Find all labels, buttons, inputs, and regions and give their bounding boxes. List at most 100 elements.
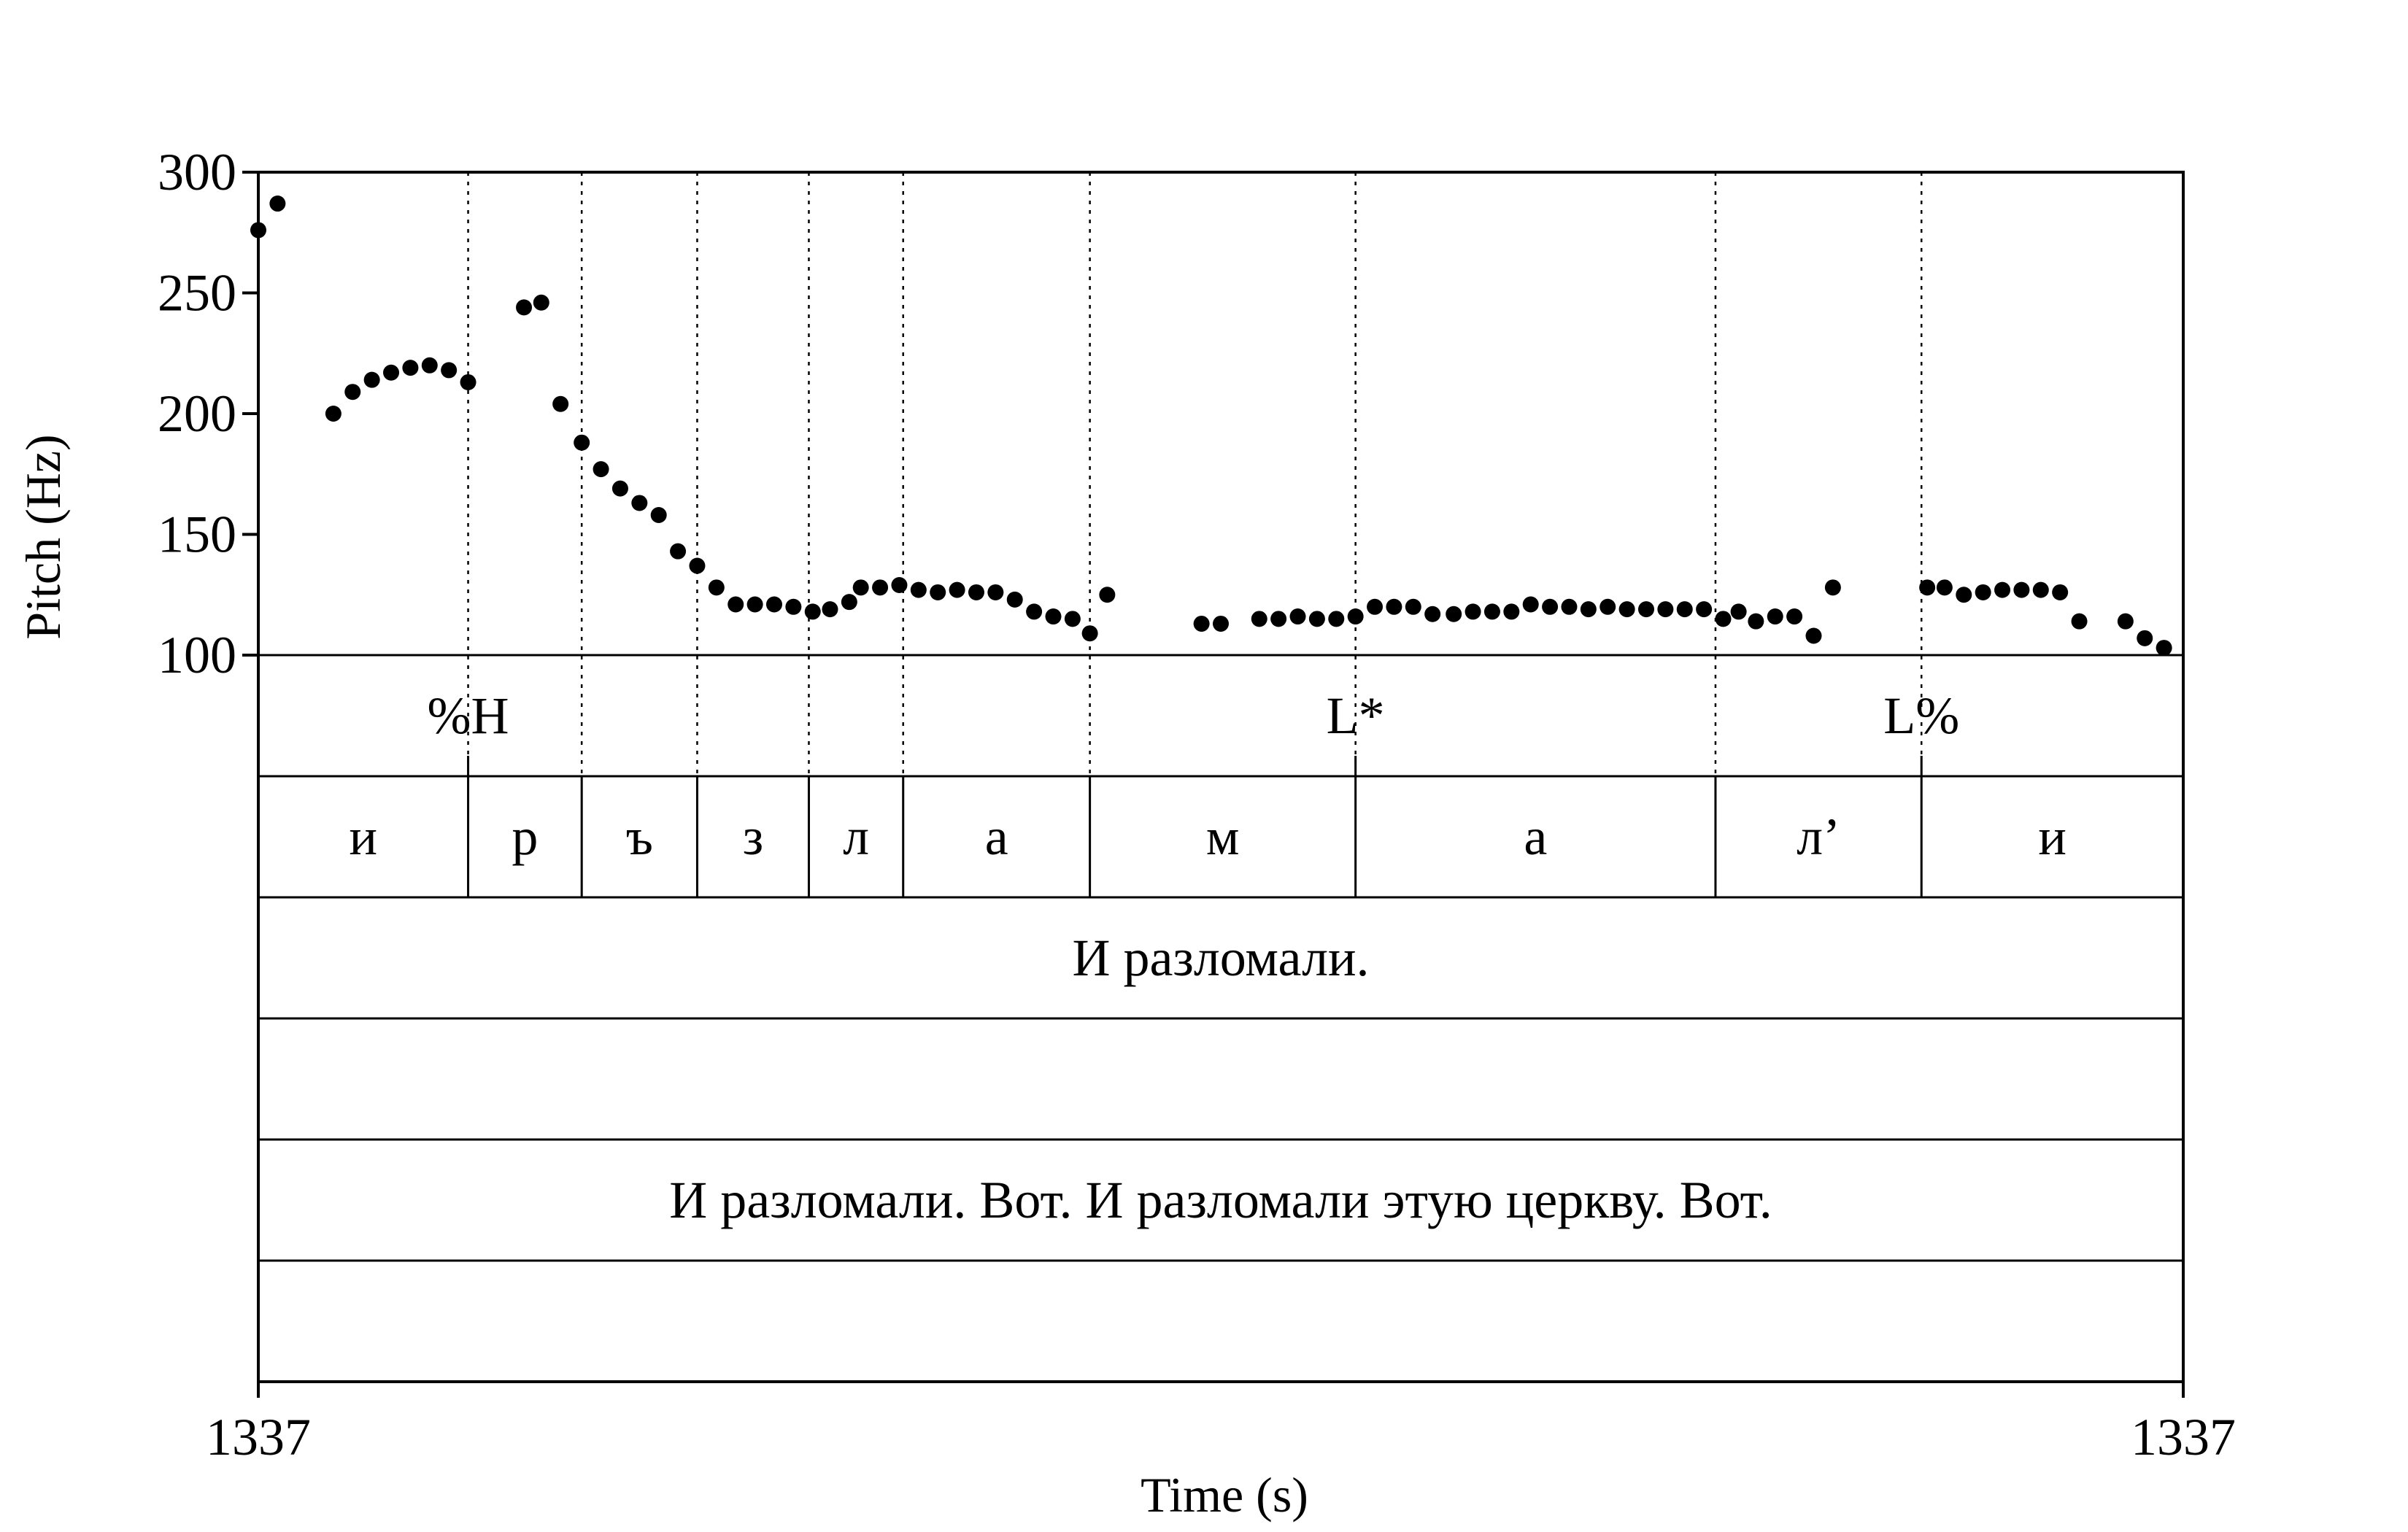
pitch-point — [728, 596, 744, 613]
y-tick-label: 100 — [158, 626, 236, 684]
pitch-point — [1099, 587, 1116, 603]
pitch-point — [1064, 611, 1081, 627]
pitch-point — [1767, 608, 1783, 625]
pitch-point — [1045, 608, 1062, 625]
tone-label: L% — [1883, 686, 1959, 745]
pitch-point — [533, 294, 549, 311]
pitch-point — [1956, 587, 1972, 603]
pitch-point — [516, 299, 533, 316]
transcription-label: И разломали. Вот. И разломали этую церкв… — [669, 1171, 1772, 1229]
pitch-point — [325, 406, 341, 422]
pitch-point — [1657, 601, 1674, 618]
pitch-point — [1308, 611, 1325, 627]
pitch-point — [872, 579, 889, 596]
pitch-point — [1561, 598, 1578, 615]
pitch-point — [363, 371, 380, 388]
x-axis-ticks: 1337 1337 — [206, 1382, 2236, 1466]
pitch-point — [2137, 630, 2153, 646]
segment-label: л’ — [1797, 808, 1840, 866]
pitch-point — [1367, 598, 1384, 615]
tone-label: %H — [428, 686, 509, 745]
pitch-point — [460, 374, 476, 390]
pitch-point — [689, 557, 706, 574]
pitch-point — [746, 596, 763, 613]
pitch-point — [593, 461, 609, 478]
pitch-point — [1424, 606, 1441, 622]
pitch-point — [1975, 584, 1991, 600]
segment-label: а — [1524, 808, 1547, 866]
pitch-point — [1786, 608, 1803, 625]
plot-frame — [257, 171, 2185, 1383]
pitch-point — [2117, 613, 2134, 630]
pitch-point — [2071, 613, 2088, 630]
pitch-point — [1994, 581, 2011, 598]
pitch-point — [1446, 606, 1462, 622]
pitch-point — [2032, 581, 2049, 598]
pitch-point — [1251, 611, 1267, 627]
pitch-point — [1503, 603, 1520, 620]
pitch-point — [1805, 627, 1822, 644]
pitch-points — [250, 196, 2172, 657]
pitch-point — [574, 434, 590, 451]
pitch-point — [1599, 598, 1616, 615]
pitch-point — [402, 360, 419, 376]
pitch-point — [1542, 598, 1559, 615]
segment-label: и — [2038, 808, 2067, 866]
pitch-point — [930, 584, 946, 600]
pitch-point — [1026, 603, 1043, 620]
pitch-point — [987, 584, 1004, 600]
pitch-point — [650, 507, 667, 524]
y-tick-label: 250 — [158, 264, 236, 322]
pitch-point — [1289, 608, 1306, 625]
pitch-point — [2013, 581, 2030, 598]
pitch-point — [785, 598, 802, 615]
segment-label: а — [985, 808, 1008, 866]
tier-labels: %H L* L% и р ъ з л а м а л’ и И разломали. И разломали… — [350, 686, 2067, 1229]
pitch-point — [1580, 601, 1597, 618]
x-axis-label: Time (s) — [1141, 1467, 1308, 1523]
pitch-point — [891, 577, 908, 594]
pitch-point — [441, 362, 458, 379]
pitch-point — [1637, 601, 1654, 618]
y-tick-label: 300 — [158, 143, 236, 201]
pitch-point — [1213, 615, 1229, 632]
pitch-point — [822, 601, 838, 618]
pitch-point — [670, 543, 687, 560]
segment-label: м — [1206, 808, 1240, 866]
tone-label: L* — [1327, 686, 1385, 745]
pitch-point — [1618, 601, 1635, 618]
pitch-point — [611, 480, 628, 497]
pitch-point — [1676, 601, 1693, 618]
pitch-point — [1936, 579, 1953, 596]
segment-label: р — [512, 808, 538, 866]
pitch-point — [1730, 603, 1747, 620]
pitch-point — [852, 579, 869, 596]
pitch-point — [1270, 611, 1287, 627]
tier-separators — [258, 654, 2183, 1383]
pitch-point — [1522, 596, 1539, 613]
pitch-point — [968, 584, 984, 600]
y-axis-ticks: 100 150 200 250 300 — [158, 143, 258, 684]
pitch-point — [552, 395, 569, 412]
y-axis-label: Pitch (Hz) — [15, 434, 71, 639]
pitch-point — [1347, 608, 1364, 625]
pitch-point — [631, 495, 648, 511]
segment-label: и — [350, 808, 378, 866]
pitch-point — [910, 581, 927, 598]
y-tick-label: 200 — [158, 384, 236, 443]
x-tick-label: 1337 — [206, 1408, 311, 1466]
pitch-point — [2052, 584, 2069, 600]
y-tick-label: 150 — [158, 506, 236, 564]
pitch-point — [1081, 625, 1098, 642]
pitch-point — [1748, 613, 1764, 630]
pitch-point — [383, 364, 400, 381]
pitch-point — [841, 594, 857, 611]
transcription-label: И разломали. — [1072, 929, 1369, 987]
pitch-point — [765, 596, 782, 613]
pitch-point — [1919, 579, 1936, 596]
pitch-point — [1405, 598, 1421, 615]
pitch-point — [1824, 579, 1841, 596]
pitch-point — [1328, 611, 1345, 627]
segment-boundary-lines — [467, 172, 1923, 776]
